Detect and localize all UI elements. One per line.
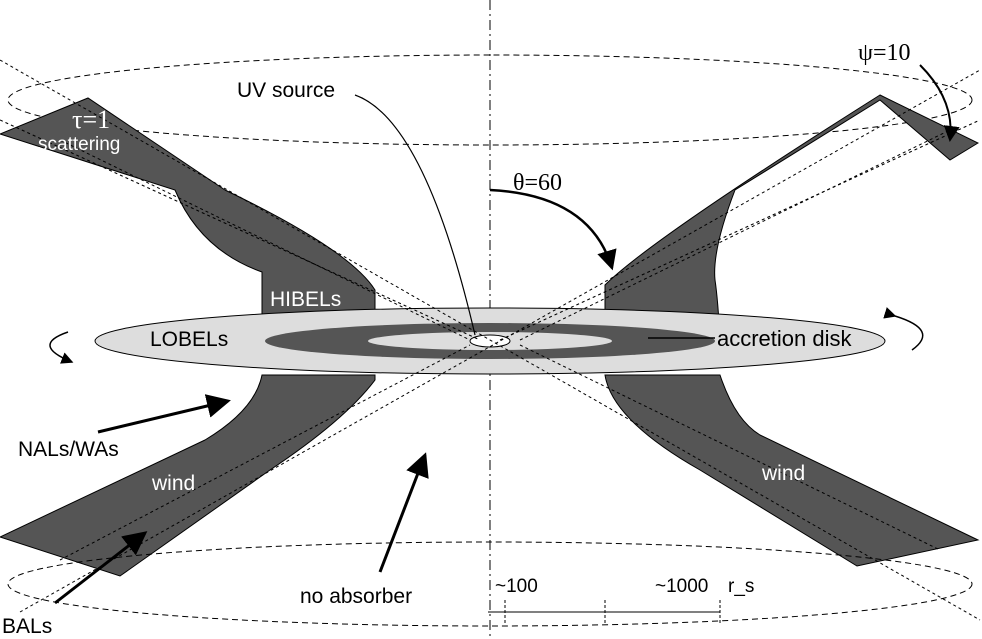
wind-cone-upper-left [0, 97, 376, 341]
lobels-label: LOBELs [150, 328, 228, 351]
psi-angle-arc [919, 64, 960, 142]
flow-line [0, 119, 481, 341]
tau-label: τ=1 [72, 105, 110, 134]
wind-label-right: wind [761, 462, 805, 485]
scattering-label: scattering [38, 134, 120, 155]
flow-line [499, 119, 981, 341]
flow-line [519, 129, 951, 341]
flow-line [59, 139, 471, 341]
wind-cone-lower-left [0, 374, 376, 577]
wind-label-left: wind [151, 472, 195, 495]
scale-100-label: ~100 [495, 576, 538, 597]
flow-line [59, 344, 471, 561]
scale-unit-label: r_s [728, 576, 754, 597]
bals-label: BALs [2, 615, 52, 638]
wind-cone-upper-right [604, 94, 980, 341]
wind-cone-lower-right [604, 374, 980, 567]
theta-angle-arc [489, 188, 617, 271]
psi-label: ψ=10 [858, 40, 911, 66]
accretion-disk-label: accretion disk [717, 326, 853, 351]
flow-line [19, 69, 981, 613]
flow-line [0, 59, 981, 621]
scale-1000-label: ~1000 [655, 576, 708, 597]
uv-source-core [469, 334, 511, 348]
theta-label: θ=60 [513, 170, 562, 196]
lower-flow-boundary-ellipse [7, 541, 973, 627]
bals-arrow [54, 531, 148, 605]
uv-source-label: UV source [237, 79, 335, 102]
rotation-arrow-right [883, 307, 924, 351]
upper-flow-boundary-ellipse [7, 54, 973, 146]
no-absorber-arrow [378, 452, 429, 573]
nals-was-label: NALs/WAs [18, 438, 119, 461]
no-absorber-label: no absorber [300, 585, 412, 608]
uv-source-pointer [354, 94, 476, 336]
nals-was-arrow [97, 394, 231, 434]
rotation-arrow-left [49, 331, 74, 364]
hibels-label: HIBELs [270, 288, 341, 311]
